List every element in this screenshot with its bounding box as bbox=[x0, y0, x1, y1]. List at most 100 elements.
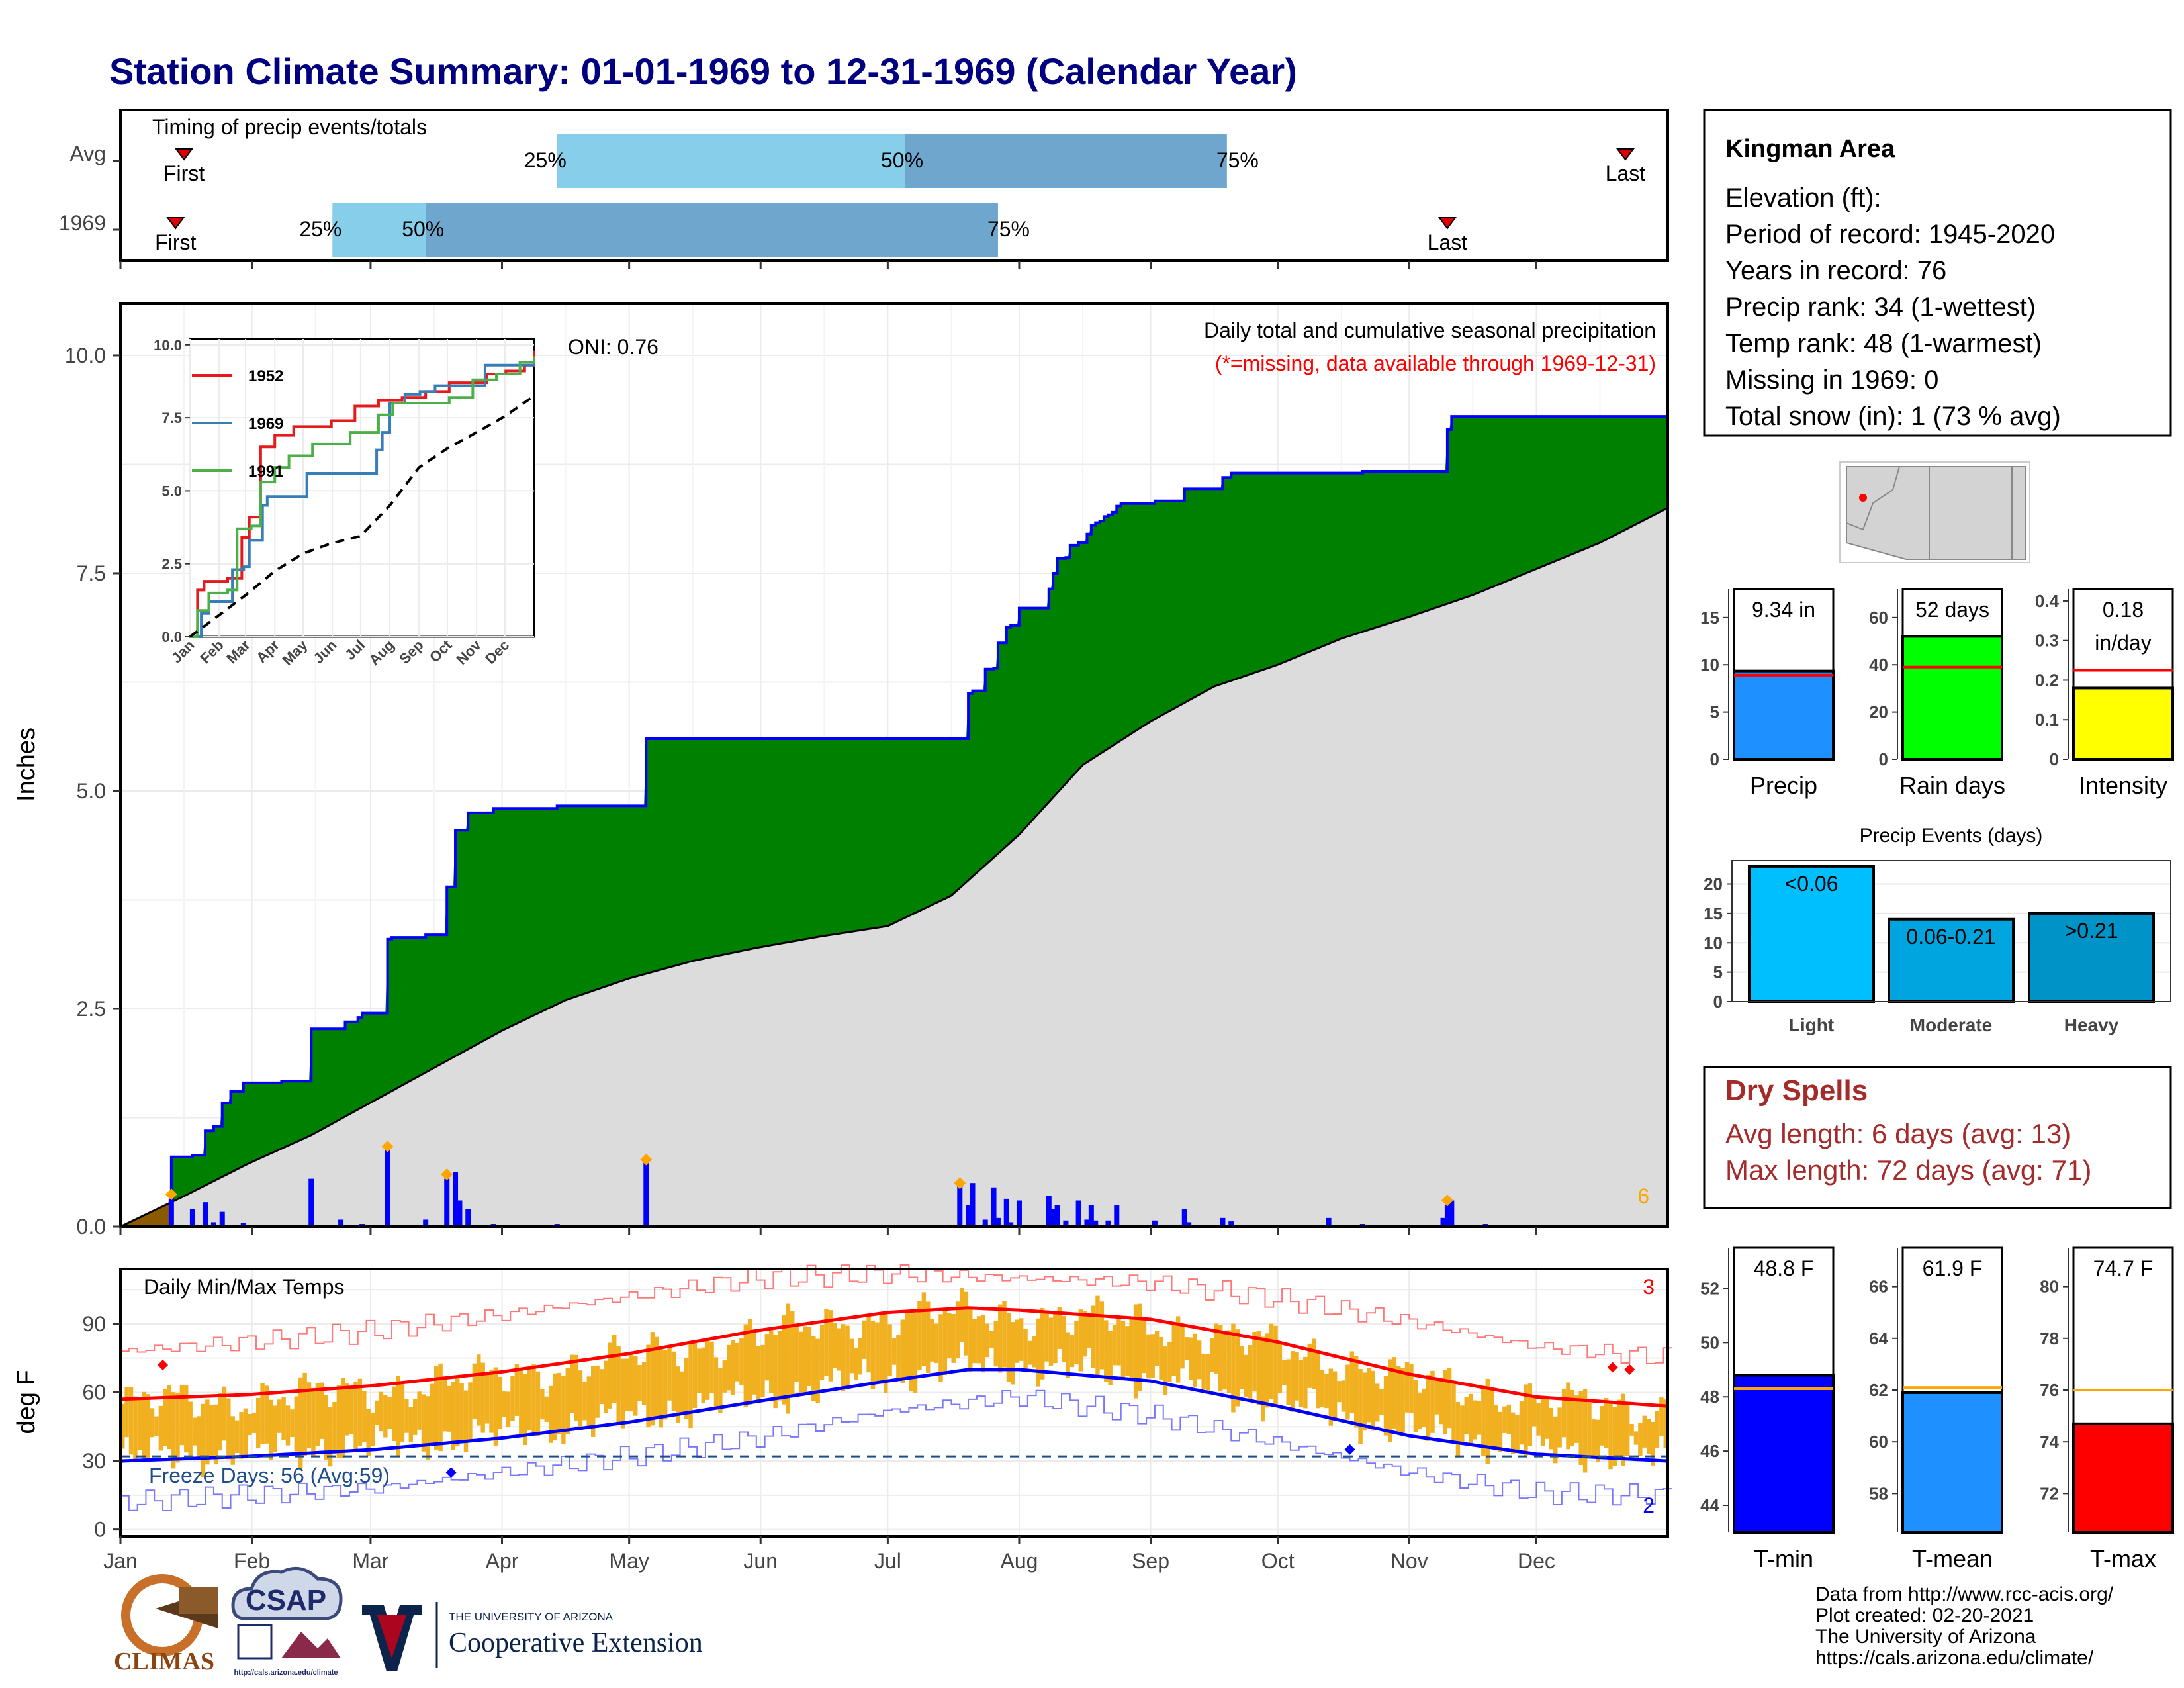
side-ytick-label: 58 bbox=[1869, 1483, 1888, 1503]
daily-temp-bar bbox=[997, 1304, 1003, 1373]
event-bar-label: >0.21 bbox=[2065, 919, 2118, 943]
daily-temp-bar bbox=[248, 1413, 252, 1436]
daily-temp-bar bbox=[896, 1335, 901, 1381]
side-ytick-label: 44 bbox=[1700, 1495, 1719, 1515]
inset-series-line bbox=[190, 356, 535, 638]
daily-temp-bar bbox=[510, 1376, 515, 1421]
daily-temp-bar bbox=[484, 1372, 490, 1424]
daily-temp-bar bbox=[243, 1408, 248, 1459]
daily-temp-bar bbox=[726, 1344, 731, 1391]
side-ytick-label: 46 bbox=[1700, 1441, 1719, 1461]
first-label: First bbox=[155, 230, 196, 254]
daily-temp-bar bbox=[1189, 1337, 1193, 1380]
first-marker bbox=[166, 217, 185, 230]
side-bar-value-label: 52 days bbox=[1915, 598, 1989, 622]
daily-temp-bar bbox=[858, 1338, 862, 1375]
daily-temp-bar bbox=[612, 1335, 617, 1403]
daily-precip-bar bbox=[168, 1196, 174, 1227]
daily-temp-bar bbox=[1104, 1320, 1109, 1382]
daily-temp-bar bbox=[391, 1386, 396, 1442]
daily-precip-bar bbox=[1220, 1217, 1226, 1227]
daily-precip-bar bbox=[210, 1222, 216, 1227]
daily-temp-bar bbox=[913, 1312, 918, 1393]
timing-p50-label: 50% bbox=[881, 148, 923, 172]
daily-temp-bar bbox=[426, 1396, 430, 1460]
side-bar-value-label2: in/day bbox=[2095, 631, 2151, 655]
daily-temp-bar bbox=[379, 1391, 384, 1432]
daily-temp-bar bbox=[251, 1413, 256, 1433]
side-ytick-label: 78 bbox=[2040, 1329, 2059, 1348]
timing-bar-50-75 bbox=[905, 134, 1227, 188]
daily-temp-bar bbox=[269, 1399, 273, 1460]
daily-temp-bar bbox=[1116, 1317, 1121, 1366]
event-category-label: Moderate bbox=[1910, 1015, 1992, 1035]
daily-temp-bar bbox=[1150, 1334, 1155, 1378]
record-max-line bbox=[120, 1264, 1672, 1364]
daily-temp-bar bbox=[1358, 1369, 1363, 1444]
daily-temp-bar bbox=[684, 1358, 689, 1419]
temps-xtick-label: Nov bbox=[1390, 1549, 1428, 1573]
daily-temp-bar bbox=[794, 1327, 799, 1382]
temp-record-marker bbox=[1607, 1362, 1618, 1373]
daily-precip-bar bbox=[1003, 1198, 1009, 1227]
daily-temp-bar bbox=[993, 1321, 998, 1367]
side-ytick-label: 80 bbox=[2040, 1277, 2059, 1297]
daily-precip-bar bbox=[1054, 1205, 1060, 1227]
daily-temp-bar bbox=[281, 1397, 286, 1440]
event-bar bbox=[2028, 912, 2155, 1003]
events-ytick-label: 20 bbox=[1704, 874, 1723, 894]
daily-temp-bar bbox=[1659, 1397, 1664, 1436]
daily-temp-bar bbox=[1218, 1325, 1223, 1392]
daily-temp-bar bbox=[565, 1368, 570, 1434]
daily-temp-bar bbox=[604, 1360, 608, 1413]
daily-temp-bar bbox=[1608, 1403, 1613, 1470]
daily-precip-bar bbox=[465, 1209, 471, 1227]
daily-precip-bar bbox=[982, 1219, 988, 1227]
daily-temp-bar bbox=[306, 1382, 312, 1448]
daily-temp-bar bbox=[1286, 1359, 1291, 1405]
daily-temp-bar bbox=[1604, 1397, 1609, 1448]
side-bar-category: T-min bbox=[1754, 1545, 1813, 1572]
daily-temp-bar bbox=[480, 1362, 485, 1433]
daily-temp-bar bbox=[1574, 1395, 1579, 1443]
daily-temp-bar bbox=[230, 1416, 235, 1465]
daily-temp-bar bbox=[362, 1391, 367, 1443]
daily-temp-bar bbox=[548, 1385, 553, 1443]
daily-temp-bar bbox=[1163, 1346, 1168, 1395]
daily-temp-bar bbox=[972, 1319, 977, 1364]
daily-temp-bar bbox=[841, 1324, 846, 1391]
daily-temp-bar bbox=[277, 1399, 282, 1433]
daily-temp-bar bbox=[875, 1322, 880, 1382]
daily-temp-bar bbox=[866, 1314, 871, 1373]
daily-temp-bar bbox=[1434, 1377, 1439, 1415]
precip-events-chart: Precip Events (days) 0 5 10 15 20 <0.06 Light 0… bbox=[1704, 825, 2171, 1035]
daily-temp-bar bbox=[955, 1301, 960, 1358]
daily-temp-bar bbox=[1108, 1331, 1113, 1385]
events-ytick-label: 5 bbox=[1713, 962, 1723, 982]
dry-spells-box: Dry Spells Avg length: 6 days (avg: 13) … bbox=[1703, 1066, 2172, 1209]
daily-temp-bar bbox=[985, 1323, 990, 1358]
daily-temp-bar bbox=[1036, 1318, 1040, 1387]
daily-temp-bar bbox=[870, 1320, 876, 1389]
daily-precip-bar bbox=[219, 1211, 225, 1227]
timing-bar-25-50 bbox=[557, 134, 905, 188]
daily-temp-bar bbox=[154, 1416, 159, 1436]
normal-min-line bbox=[120, 1368, 1668, 1463]
daily-temp-bar bbox=[1400, 1368, 1405, 1433]
temps-xtick-label: Oct bbox=[1261, 1549, 1295, 1573]
daily-temp-bar bbox=[1048, 1317, 1054, 1366]
event-bar bbox=[1748, 865, 1875, 1003]
daily-temp-bar bbox=[968, 1309, 973, 1372]
daily-temp-bar bbox=[285, 1405, 291, 1446]
daily-precip-bar bbox=[1050, 1209, 1056, 1227]
daily-temp-bar bbox=[764, 1334, 770, 1381]
daily-precip-bar bbox=[1008, 1222, 1014, 1227]
temps-xtick-label: Jul bbox=[874, 1549, 901, 1573]
side-ytick-label: 60 bbox=[1869, 608, 1888, 628]
daily-temp-bar bbox=[629, 1352, 634, 1412]
daily-temp-bar bbox=[883, 1311, 888, 1393]
daily-precip-bar bbox=[1088, 1205, 1094, 1227]
side-ytick-label: 60 bbox=[1869, 1432, 1888, 1452]
daily-precip-bar bbox=[240, 1223, 246, 1227]
